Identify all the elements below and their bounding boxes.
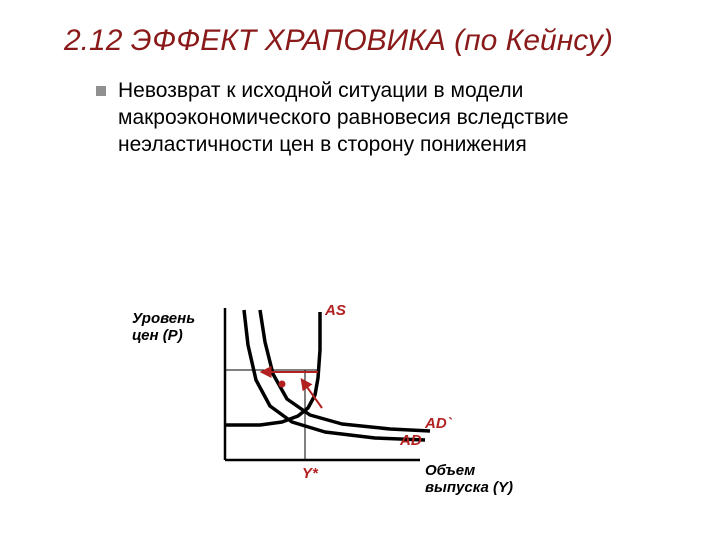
- y-axis-label: Уровень цен (P): [132, 310, 195, 345]
- as-label: AS: [325, 302, 346, 319]
- bullet-item: Невозврат к исходной ситуации в модели м…: [96, 77, 632, 159]
- slide: 2.12 ЭФФЕКТ ХРАПОВИКА (по Кейнсу) Невозв…: [0, 0, 720, 540]
- economics-chart: Уровень цен (P) Объем выпуска (Y) AS AD …: [130, 290, 550, 510]
- bullet-marker-icon: [96, 86, 106, 96]
- bullet-text: Невозврат к исходной ситуации в модели м…: [118, 77, 632, 159]
- y-star-label: Y*: [302, 465, 318, 482]
- ad-prime-label: AD`: [425, 415, 452, 432]
- ad-label: AD: [400, 432, 422, 449]
- x-axis-label: Объем выпуска (Y): [425, 462, 513, 497]
- slide-title: 2.12 ЭФФЕКТ ХРАПОВИКА (по Кейнсу): [64, 24, 672, 59]
